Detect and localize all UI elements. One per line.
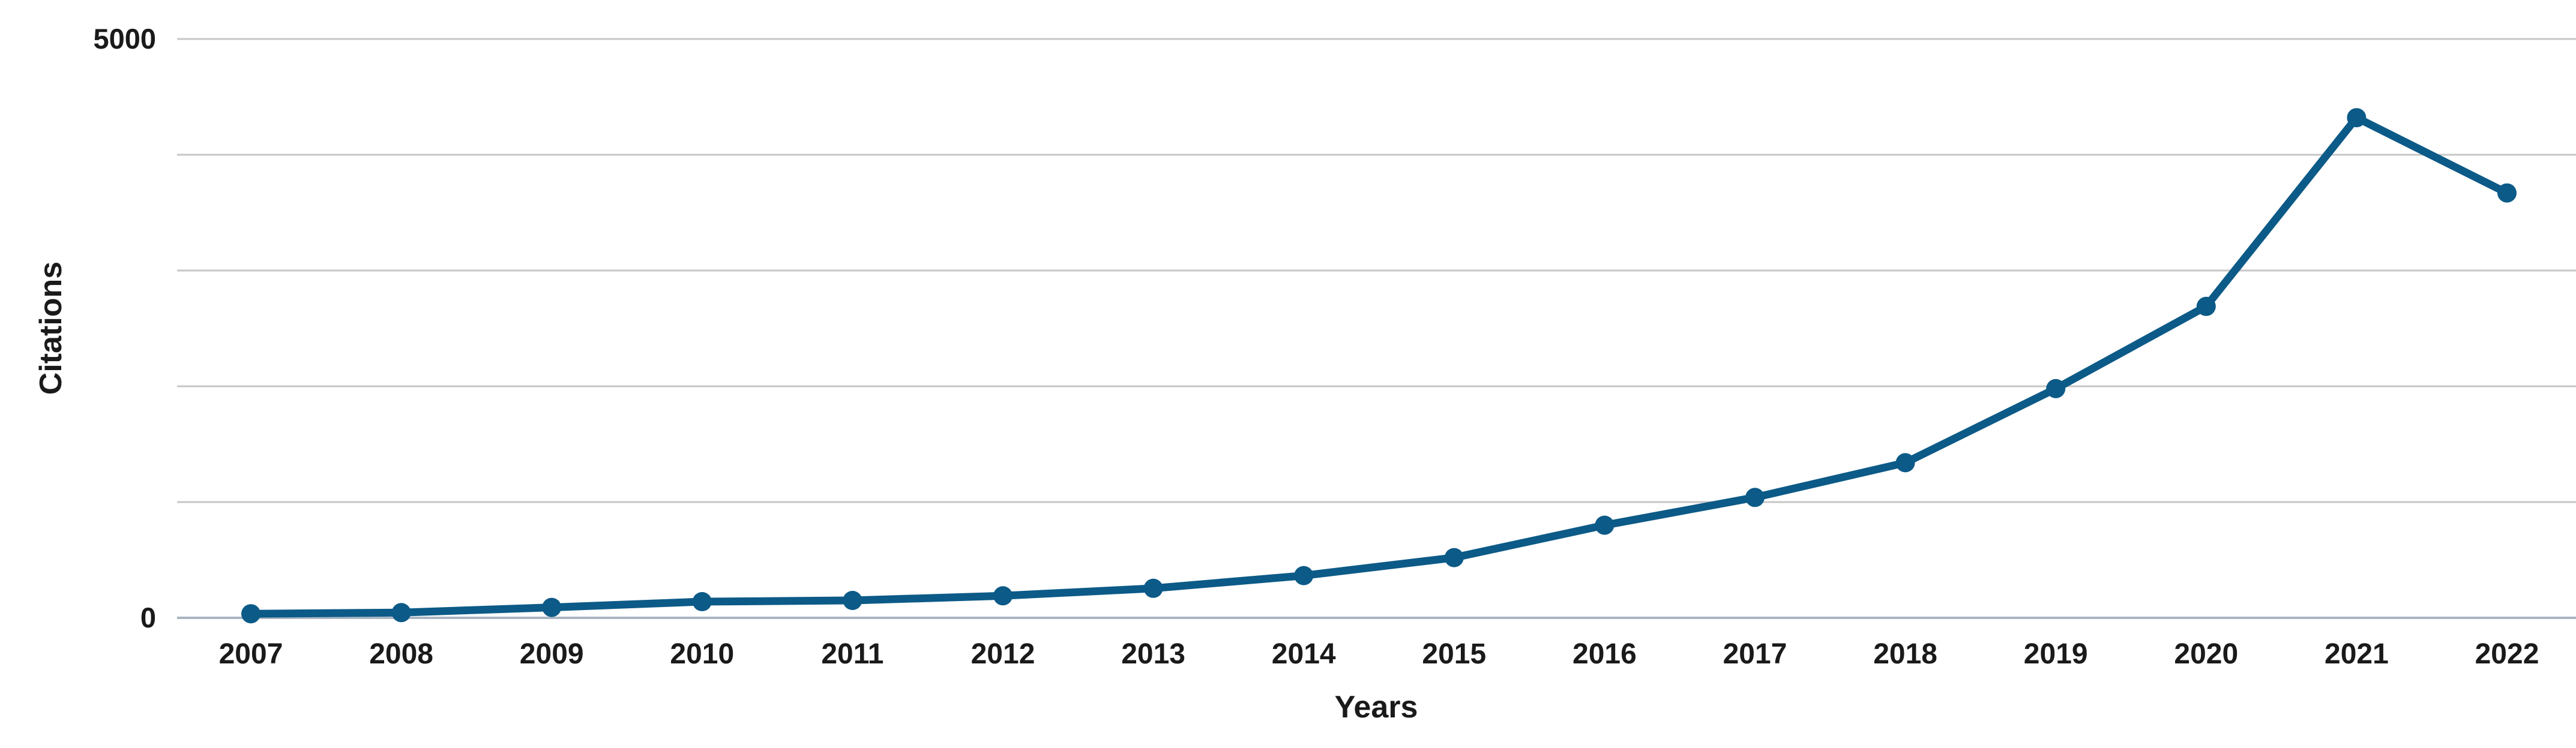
x-tick-label-2020: 2020 <box>2174 638 2238 670</box>
data-point-2018 <box>1895 453 1915 473</box>
x-tick-label-2012: 2012 <box>971 638 1035 670</box>
y-tick-label-0: 0 <box>140 602 156 633</box>
x-tick-label-2013: 2013 <box>1121 638 1185 670</box>
data-point-2020 <box>2196 296 2216 316</box>
data-point-2021 <box>2347 108 2367 128</box>
citations-line-chart-figure: Citations Years 0 5000 2007 2008 2009 2010 201… <box>24 10 2576 738</box>
data-point-2017 <box>1745 488 1765 507</box>
gridlines <box>177 38 2576 619</box>
x-tick-label-2017: 2017 <box>1723 638 1787 670</box>
x-tick-label-2008: 2008 <box>369 638 433 670</box>
line-series <box>241 108 2517 624</box>
data-point-2013 <box>1143 578 1163 598</box>
y-tick-label-5000: 5000 <box>93 23 156 55</box>
x-tick-label-2010: 2010 <box>670 638 734 670</box>
data-point-2011 <box>843 591 862 610</box>
x-tick-label-2014: 2014 <box>1272 638 1336 670</box>
data-point-2010 <box>692 592 712 611</box>
axis-labels: Citations Years 0 5000 2007 2008 2009 2010 201… <box>34 23 2539 725</box>
citations-line-chart: Citations Years 0 5000 2007 2008 2009 2010 201… <box>34 23 2576 725</box>
data-point-2014 <box>1294 566 1314 585</box>
data-point-2022 <box>2497 183 2517 203</box>
data-point-2012 <box>993 586 1013 606</box>
x-tick-label-2009: 2009 <box>520 638 584 670</box>
x-tick-label-2016: 2016 <box>1572 638 1637 670</box>
x-tick-label-2011: 2011 <box>821 638 883 670</box>
x-tick-label-2007: 2007 <box>219 638 283 670</box>
x-tick-label-2015: 2015 <box>1422 638 1486 670</box>
data-point-2016 <box>1595 515 1615 535</box>
y-axis-title: Citations <box>34 262 68 395</box>
data-point-2007 <box>241 604 260 624</box>
data-point-2015 <box>1444 548 1464 567</box>
x-tick-label-2019: 2019 <box>2024 638 2088 670</box>
x-tick-label-2021: 2021 <box>2325 638 2389 670</box>
x-axis-title: Years <box>1335 690 1418 725</box>
x-tick-label-2018: 2018 <box>1873 638 1937 670</box>
data-point-2008 <box>391 603 411 623</box>
citations-series-line <box>247 113 2511 618</box>
data-point-2009 <box>542 597 562 617</box>
x-tick-label-2022: 2022 <box>2475 638 2539 670</box>
data-point-2019 <box>2046 378 2066 398</box>
